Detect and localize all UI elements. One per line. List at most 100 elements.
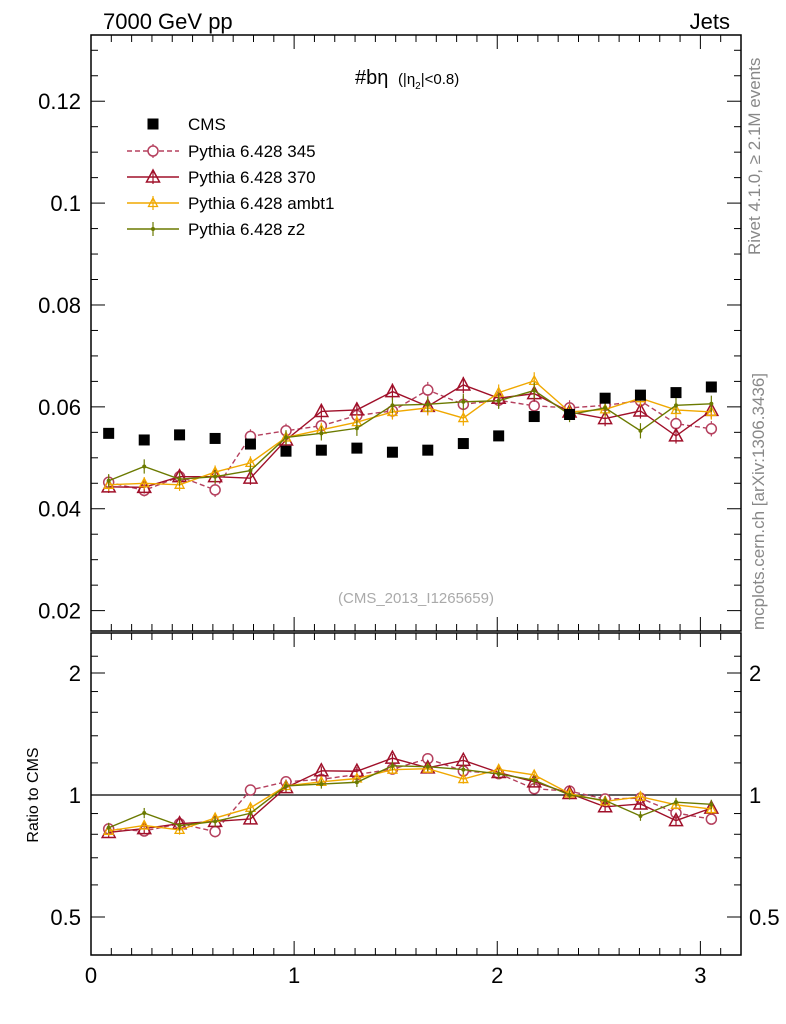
ratio-point-ambt1	[103, 824, 115, 836]
data-point-z2	[496, 398, 501, 403]
ratio-point-ambt1	[634, 790, 647, 801]
y-tick-label: 0.06	[38, 395, 81, 420]
ratio-point-ambt1	[173, 823, 186, 835]
data-point-p370	[455, 376, 472, 391]
ratio-point-z2	[567, 793, 572, 797]
data-point-z2	[638, 428, 643, 433]
data-point-cms	[351, 442, 363, 454]
ratio-point-z2	[284, 783, 288, 788]
data-point-ambt1	[138, 476, 150, 488]
ratio-tick-label: 1	[69, 783, 81, 808]
legend-label-p345: Pythia 6.428 345	[188, 142, 316, 161]
series-line-p370	[108, 384, 712, 489]
ratio-series	[100, 749, 720, 839]
ratio-tick-label: 2	[69, 661, 81, 686]
x-tick-label: 2	[491, 963, 503, 988]
ratio-point-p345	[244, 784, 257, 796]
ratio-axes: 0 1 2 3 0.5 1 2 0.5 1 2	[50, 633, 780, 988]
ratio-point-z2	[354, 780, 359, 785]
ratio-point-z2	[638, 813, 643, 818]
data-point-p345	[209, 484, 221, 496]
data-point-cms	[564, 409, 576, 421]
ratio-point-z2	[603, 798, 608, 803]
data-point-z2	[603, 405, 608, 410]
ratio-tick-label: 0.5	[50, 905, 81, 930]
ratio-point-z2	[177, 823, 182, 828]
data-point-cms	[386, 446, 398, 458]
data-point-cms	[138, 434, 150, 446]
data-point-cms	[174, 429, 186, 441]
ratio-point-ambt1	[457, 772, 469, 784]
data-point-z2	[532, 388, 537, 393]
data-point-ambt1	[705, 405, 717, 417]
rivet-version-label: Rivet 4.1.0, ≥ 2.1M events	[745, 58, 764, 255]
data-point-p370	[384, 383, 401, 398]
ratio-point-ambt1	[138, 819, 150, 830]
y-tick-label: 0.08	[38, 293, 81, 318]
data-point-z2	[709, 401, 714, 406]
data-point-ambt1	[670, 403, 682, 415]
x-tick-label: 0	[85, 963, 97, 988]
ratio-point-z2	[425, 764, 430, 769]
plot-title-condition: (|η	[398, 71, 415, 88]
data-point-z2	[425, 402, 430, 407]
series-line-ambt1	[108, 380, 712, 486]
ratio-point-z2	[390, 763, 395, 768]
y-tick-label: 0.12	[38, 89, 81, 114]
data-point-cms	[315, 444, 327, 456]
legend-marker-z2	[151, 227, 155, 231]
data-point-p345	[705, 423, 718, 435]
x-tick-label: 1	[288, 963, 300, 988]
ratio-tick-label-right: 0.5	[749, 905, 780, 930]
ratio-point-z2	[461, 767, 466, 772]
data-point-p370	[313, 402, 330, 418]
data-point-cms	[705, 381, 717, 393]
ratio-point-p370	[597, 798, 613, 813]
ratio-tick-label-right: 1	[749, 783, 761, 808]
legend-label-ambt1: Pythia 6.428 ambt1	[188, 194, 334, 213]
series-line-z2	[108, 389, 712, 482]
data-point-cms	[528, 411, 540, 423]
main-axes: 0.02 0.04 0.06 0.08 0.1 0.12	[38, 35, 742, 631]
ratio-y-axis-label: Ratio to CMS	[25, 747, 42, 842]
ratio-point-z2	[709, 802, 714, 807]
ratio-point-z2	[674, 800, 678, 805]
legend-marker-p345	[147, 145, 159, 157]
data-point-ambt1	[103, 478, 115, 489]
plot-title-main: #bη	[355, 67, 388, 89]
data-point-p370	[632, 402, 649, 417]
legend-label-z2: Pythia 6.428 z2	[188, 220, 305, 239]
mcplots-source-label: mcplots.cern.ch [arXiv:1306.3436]	[749, 373, 768, 630]
main-series	[100, 372, 720, 498]
ratio-point-p370	[242, 810, 259, 825]
data-point-z2	[674, 403, 678, 408]
data-point-z2	[213, 474, 218, 479]
data-point-cms	[493, 430, 505, 442]
ratio-point-z2	[248, 811, 253, 816]
ratio-point-ambt1	[386, 763, 399, 774]
data-point-z2	[177, 477, 182, 482]
data-point-p345	[670, 417, 682, 430]
ratio-point-ambt1	[705, 802, 717, 814]
ratio-point-z2	[319, 782, 324, 787]
ratio-tick-label-right: 2	[749, 661, 761, 686]
ratio-point-p345	[209, 825, 221, 838]
header-left: 7000 GeV pp	[103, 9, 233, 34]
ratio-line-p345	[108, 757, 712, 833]
y-tick-label: 0.04	[38, 497, 81, 522]
legend-label-p370: Pythia 6.428 370	[188, 168, 316, 187]
plot-title: #bη (|η2|<0.8)	[355, 67, 459, 92]
plot-title-subscript: 2	[415, 81, 421, 92]
ratio-line-z2	[108, 765, 712, 829]
data-point-p370	[597, 410, 613, 425]
ratio-point-ambt1	[670, 798, 682, 809]
ratio-point-z2	[496, 771, 501, 776]
data-point-cms	[103, 427, 115, 439]
data-point-p345	[422, 384, 434, 396]
y-tick-label: 0.02	[38, 599, 81, 624]
legend-label-cms: CMS	[188, 115, 226, 134]
data-point-cms	[670, 387, 682, 399]
data-point-cms	[457, 438, 469, 450]
data-point-z2	[319, 431, 324, 436]
